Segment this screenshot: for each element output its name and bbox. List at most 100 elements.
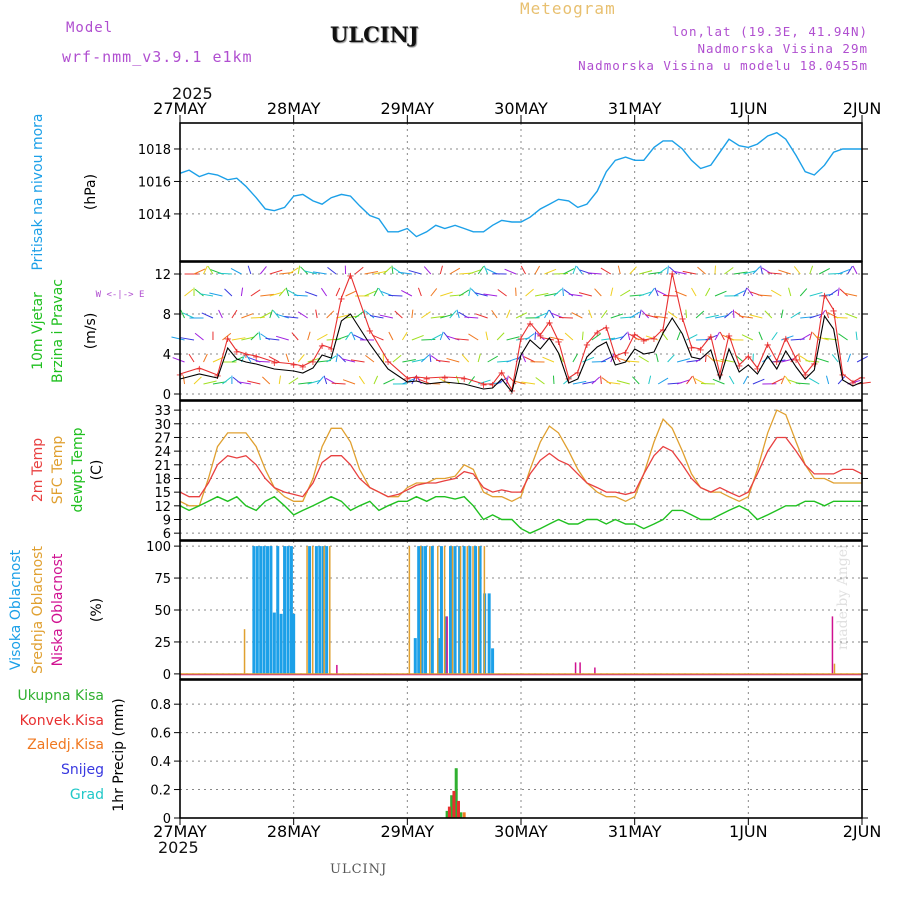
wind-arrow bbox=[398, 271, 412, 275]
wind-arrow bbox=[581, 331, 584, 341]
wind-gust-marker: + bbox=[611, 352, 619, 363]
cloud-high-bar bbox=[308, 546, 312, 674]
wind-arrow bbox=[676, 379, 690, 385]
wind-arrow bbox=[278, 288, 287, 297]
wind-arrow bbox=[578, 292, 592, 297]
wind-arrow bbox=[705, 353, 707, 363]
wind-gust-marker: + bbox=[696, 345, 704, 356]
wind-arrow bbox=[222, 332, 232, 341]
wind-arrow bbox=[572, 353, 578, 363]
wind-gust-marker: + bbox=[753, 364, 761, 375]
wind-arrow bbox=[391, 265, 394, 275]
wind-gust-marker: + bbox=[574, 368, 582, 379]
wind-arrow bbox=[276, 335, 289, 341]
wind-arrow bbox=[582, 380, 596, 385]
wind-arrow bbox=[394, 310, 403, 319]
cloud-mid-bar bbox=[483, 546, 486, 674]
wind-arrow bbox=[354, 310, 364, 319]
precip-total-bar bbox=[454, 768, 458, 818]
wind-arrow bbox=[563, 289, 574, 297]
wind-gust-marker: + bbox=[346, 271, 354, 282]
ytick-label: 0 bbox=[163, 668, 171, 683]
legend-frozen-rain: Zaledj.Kisa bbox=[27, 737, 104, 753]
ytick-label: 12 bbox=[154, 500, 171, 515]
wind-gust-marker: + bbox=[792, 355, 800, 366]
wind-arrow bbox=[837, 268, 851, 275]
wind-arrow bbox=[439, 265, 443, 275]
wind-arrow bbox=[260, 293, 275, 297]
wind-arrow bbox=[217, 272, 232, 275]
wind-arrow bbox=[847, 353, 851, 363]
wind-arrow bbox=[335, 287, 341, 297]
wind-arrow bbox=[771, 331, 778, 341]
wind-gust-marker: + bbox=[299, 362, 307, 373]
model-name: wrf-nmm_v3.9.1 e1km bbox=[62, 48, 253, 66]
cloud-high-bar bbox=[272, 612, 276, 674]
wind-arrow bbox=[461, 354, 470, 363]
wind-arrow bbox=[402, 359, 416, 363]
cloud-high-bar bbox=[269, 546, 273, 674]
model-elevation-label: Nadmorska Visina u modelu 18.0455m bbox=[578, 58, 868, 73]
wind-arrow bbox=[833, 316, 848, 319]
wind-arrow bbox=[741, 334, 754, 341]
cloud-high-bar bbox=[318, 546, 322, 674]
wind-arrow bbox=[714, 314, 729, 319]
wind-gust-marker: + bbox=[678, 314, 686, 325]
wind-arrow bbox=[742, 287, 748, 297]
wind-arrow bbox=[523, 356, 536, 363]
wind-arrow bbox=[342, 379, 356, 385]
wind-arrow bbox=[454, 338, 469, 341]
ytick-label: 12 bbox=[154, 268, 171, 283]
wind-arrow bbox=[421, 311, 431, 319]
wind-arrow bbox=[837, 287, 840, 297]
cloud-mid-bar bbox=[243, 629, 246, 674]
day-label-top: 31MAY bbox=[608, 99, 662, 118]
cloud-high-bar bbox=[453, 546, 457, 674]
ytick-label: 27 bbox=[154, 431, 171, 446]
wind-arrow bbox=[247, 380, 261, 385]
wind-arrow bbox=[421, 354, 430, 363]
wind-arrow bbox=[439, 331, 444, 341]
wind-gust-marker: + bbox=[565, 374, 573, 385]
cloud-mid-bar bbox=[443, 546, 446, 674]
wind-arrow bbox=[209, 292, 223, 297]
wind-arrow bbox=[411, 309, 414, 319]
wind-arrow bbox=[771, 378, 783, 385]
wind-arrow bbox=[809, 291, 823, 297]
station-title: ULCINJ bbox=[330, 22, 419, 47]
cloud-mid-bar bbox=[833, 663, 836, 674]
wind-arrow bbox=[304, 270, 318, 275]
wind-arrow bbox=[231, 337, 246, 341]
wind-arrow bbox=[316, 376, 324, 385]
wind-arrow bbox=[268, 355, 280, 363]
wind-arrow bbox=[326, 310, 335, 319]
ytick-label: 75 bbox=[154, 572, 171, 587]
wind-arrow bbox=[668, 266, 678, 275]
wind-arrow bbox=[411, 358, 426, 363]
wind-arrow bbox=[446, 357, 460, 363]
wind-arrow bbox=[749, 314, 763, 319]
ytick-label: 0.4 bbox=[150, 755, 171, 770]
wind-arrow bbox=[401, 290, 413, 297]
wind-gust-marker: + bbox=[318, 341, 326, 352]
wind-gust-marker: + bbox=[536, 331, 544, 342]
cloud-high-bar bbox=[449, 546, 453, 674]
ytick-label: 33 bbox=[154, 404, 171, 419]
wind-arrow bbox=[780, 375, 786, 385]
wind-arrow bbox=[497, 289, 507, 297]
wind-arrow bbox=[483, 293, 498, 297]
wind-arrow bbox=[600, 310, 608, 319]
day-label-top: 30MAY bbox=[494, 99, 548, 118]
wind-gust-line bbox=[179, 272, 863, 392]
wind-arrow bbox=[417, 287, 422, 297]
wind-arrow bbox=[240, 287, 244, 297]
wind-arrow bbox=[307, 331, 311, 341]
wind-arrow bbox=[350, 331, 356, 341]
wind-arrow bbox=[808, 377, 820, 385]
wind-arrow bbox=[553, 288, 563, 297]
wind-arrow bbox=[421, 338, 436, 341]
wind-gust-marker: + bbox=[668, 269, 676, 280]
wind-arrow bbox=[752, 266, 761, 275]
wind-arrow bbox=[629, 311, 640, 319]
